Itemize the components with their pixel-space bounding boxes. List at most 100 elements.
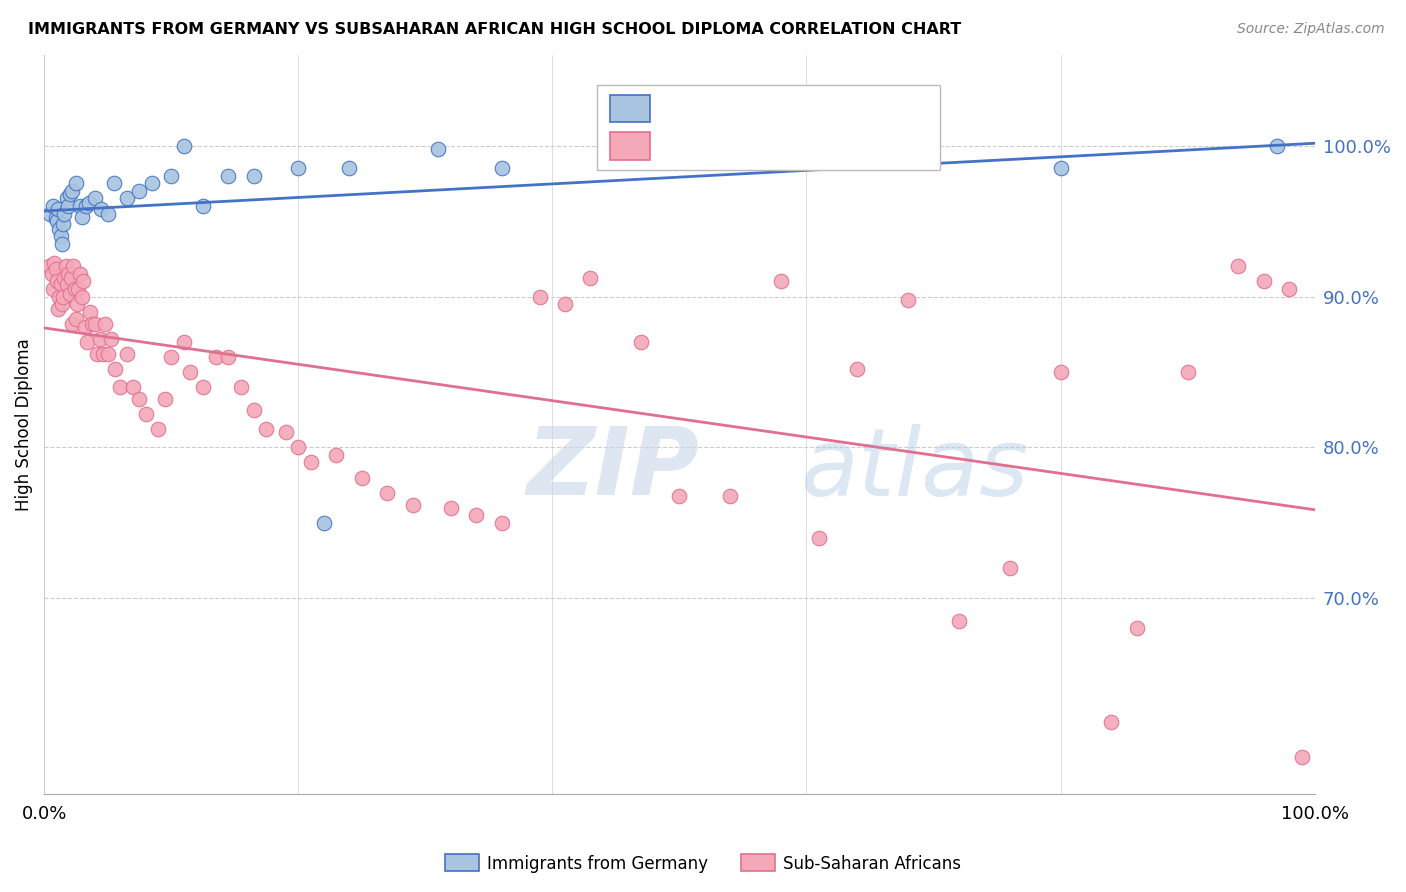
Point: [103, 177, 125, 191]
Point: [110, 380, 132, 394]
FancyBboxPatch shape: [596, 85, 939, 169]
Point: [529, 289, 551, 303]
Point: [56, 277, 79, 292]
Text: IMMIGRANTS FROM GERMANY VS SUBSAHARAN AFRICAN HIGH SCHOOL DIPLOMA CORRELATION CH: IMMIGRANTS FROM GERMANY VS SUBSAHARAN AF…: [28, 22, 962, 37]
Point: [204, 350, 226, 364]
Text: atlas: atlas: [800, 424, 1028, 515]
Point: [1099, 714, 1122, 729]
Point: [1126, 622, 1149, 636]
Point: [1227, 260, 1250, 274]
Point: [115, 191, 138, 205]
Y-axis label: High School Diploma: High School Diploma: [15, 338, 32, 511]
Point: [39, 206, 62, 220]
Point: [141, 177, 163, 191]
Point: [42, 199, 65, 213]
Point: [401, 498, 423, 512]
Point: [52, 217, 75, 231]
Point: [179, 365, 201, 379]
Point: [91, 347, 114, 361]
Point: [52, 289, 75, 303]
Point: [73, 319, 96, 334]
Point: [1291, 749, 1313, 764]
Point: [115, 347, 138, 361]
Text: 0.148: 0.148: [709, 136, 766, 155]
Point: [97, 347, 120, 361]
Point: [75, 199, 97, 213]
Point: [59, 271, 82, 285]
Point: [49, 229, 72, 244]
Point: [153, 392, 176, 406]
Text: Source: ZipAtlas.com: Source: ZipAtlas.com: [1237, 22, 1385, 37]
Point: [69, 267, 91, 281]
Text: R =: R =: [661, 100, 699, 118]
Point: [45, 214, 67, 228]
Point: [465, 508, 488, 523]
Point: [128, 184, 150, 198]
Point: [148, 422, 170, 436]
Bar: [610, 132, 650, 160]
Text: 84: 84: [842, 136, 868, 155]
Point: [287, 161, 309, 176]
Point: [46, 301, 69, 316]
Point: [63, 282, 86, 296]
Point: [89, 332, 111, 346]
Point: [299, 455, 322, 469]
Text: N =: N =: [768, 100, 820, 118]
Point: [58, 199, 80, 213]
Point: [67, 282, 90, 296]
Point: [72, 275, 94, 289]
Point: [287, 441, 309, 455]
Text: 0.384: 0.384: [709, 100, 766, 118]
Text: R =: R =: [661, 136, 699, 155]
Point: [45, 211, 67, 225]
Point: [48, 221, 70, 235]
Point: [84, 191, 107, 205]
Point: [325, 448, 347, 462]
Point: [82, 317, 104, 331]
Point: [834, 142, 856, 156]
Point: [55, 260, 77, 274]
Point: [1253, 275, 1275, 289]
Point: [46, 202, 69, 216]
Point: [427, 142, 450, 156]
Point: [58, 267, 80, 281]
Point: [242, 402, 264, 417]
Point: [94, 317, 117, 331]
Point: [128, 392, 150, 406]
Point: [274, 425, 297, 440]
Point: [846, 362, 869, 376]
Point: [45, 262, 67, 277]
Point: [66, 297, 89, 311]
Point: [1265, 138, 1288, 153]
Point: [440, 500, 463, 515]
Point: [217, 169, 239, 183]
Point: [1177, 365, 1199, 379]
Point: [998, 561, 1021, 575]
Point: [173, 138, 195, 153]
Point: [808, 531, 831, 545]
Point: [100, 332, 122, 346]
Point: [1278, 282, 1301, 296]
Point: [491, 516, 513, 530]
Point: [53, 271, 76, 285]
Point: [53, 206, 76, 220]
Point: [60, 317, 83, 331]
Point: [668, 489, 690, 503]
Point: [191, 199, 214, 213]
Text: N =: N =: [768, 136, 820, 155]
Point: [229, 380, 252, 394]
Bar: [610, 95, 650, 122]
Point: [217, 350, 239, 364]
Text: ZIP: ZIP: [527, 423, 700, 515]
Point: [160, 169, 183, 183]
Point: [65, 312, 87, 326]
Point: [38, 260, 60, 274]
Point: [56, 191, 79, 205]
Point: [1049, 365, 1071, 379]
Point: [897, 293, 920, 307]
Point: [948, 614, 970, 628]
Point: [312, 516, 335, 530]
Point: [48, 289, 70, 303]
Point: [350, 470, 373, 484]
Point: [718, 489, 741, 503]
